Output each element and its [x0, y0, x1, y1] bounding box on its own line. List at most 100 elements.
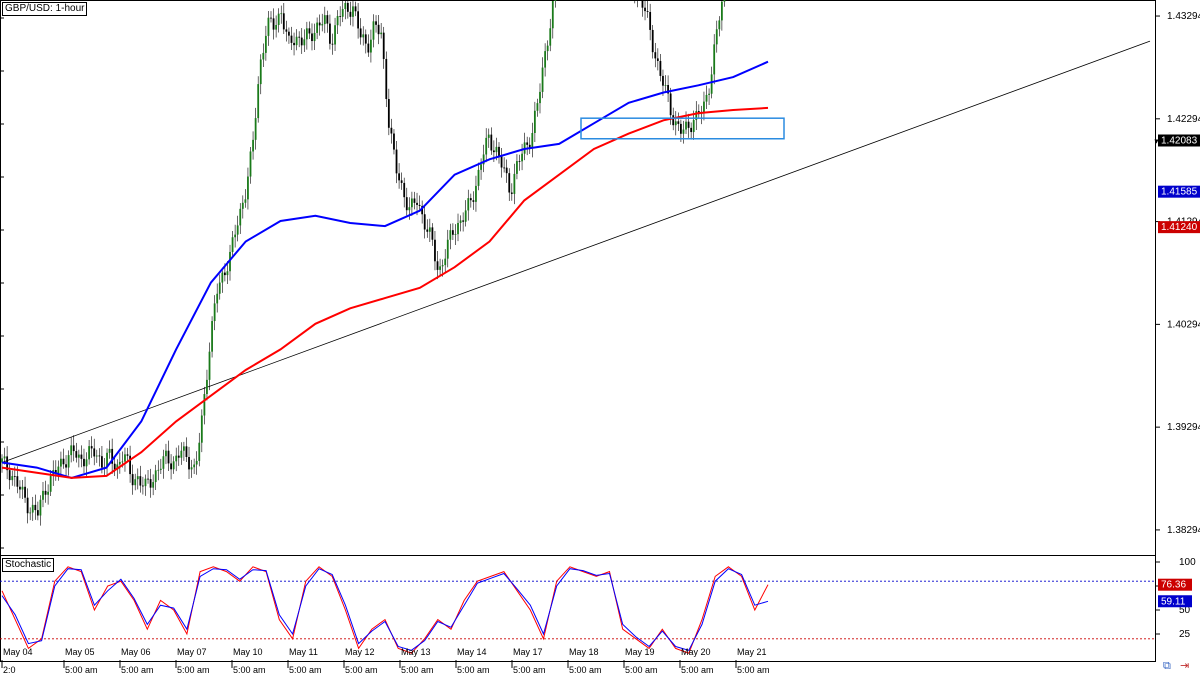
candle-body — [352, 6, 354, 17]
candle-body — [544, 51, 547, 68]
candle-body — [528, 144, 531, 149]
candle-body — [500, 156, 503, 168]
candle-body — [513, 173, 516, 194]
x-date-label: May 10 — [233, 647, 263, 657]
candle-body — [218, 282, 221, 294]
candle-body — [410, 198, 413, 208]
candle-body — [72, 445, 75, 452]
candle-body — [113, 463, 116, 470]
current-price-label: 1.42083 — [1161, 135, 1198, 146]
candle-body — [318, 22, 321, 26]
candle-body — [441, 265, 444, 267]
candle-body — [444, 258, 447, 266]
stochastic-title: Stochastic — [2, 558, 55, 572]
candle-body — [705, 94, 708, 102]
candle-body — [106, 452, 108, 467]
candle-body — [221, 272, 224, 283]
candle-body — [293, 42, 295, 46]
candle-body — [690, 127, 693, 133]
candle-body — [16, 476, 19, 487]
candle-body — [313, 32, 316, 42]
candle-body — [408, 207, 411, 211]
candle-body — [26, 497, 29, 514]
candle-body — [234, 234, 237, 238]
candle-body — [720, 1, 723, 21]
candle-body — [29, 512, 32, 514]
candle-body — [19, 486, 21, 490]
candle-body — [129, 455, 131, 475]
candle-body — [336, 16, 339, 26]
candle-body — [400, 180, 403, 183]
candle-body — [241, 202, 244, 209]
candle-body — [436, 261, 439, 270]
x-time-label: 5:00 am — [233, 665, 266, 675]
candle-body — [208, 351, 211, 380]
candle-body — [42, 490, 44, 500]
candle-body — [101, 456, 103, 468]
candle-body — [159, 468, 162, 470]
x-time-label: 5:00 am — [513, 665, 546, 675]
candle-body — [426, 229, 429, 232]
candle-body — [405, 197, 408, 211]
stoch-tick-label: 100 — [1179, 557, 1196, 568]
candle-body — [346, 2, 349, 12]
candle-body — [193, 464, 196, 468]
candle-body — [216, 293, 219, 304]
y-tick-label: 1.42294 — [1167, 114, 1200, 125]
candle-body — [354, 6, 357, 12]
x-date-label: May 06 — [121, 647, 151, 657]
candle-body — [44, 490, 47, 495]
candle-body — [385, 58, 388, 100]
candle-body — [188, 456, 190, 470]
scroll-right-icon[interactable]: ⇥ — [1180, 660, 1190, 672]
candle-body — [503, 167, 506, 169]
candle-body — [423, 214, 426, 230]
candle-body — [377, 24, 380, 35]
candle-body — [149, 479, 152, 488]
x-time-label: 5:00 am — [625, 665, 658, 675]
candle-body — [144, 478, 147, 487]
candle-body — [641, 0, 644, 8]
candle-body — [185, 446, 188, 457]
moving-average-red — [1, 106, 769, 479]
candle-body — [723, 0, 726, 2]
candle-body — [157, 469, 160, 471]
x-time-label: 5:00 am — [289, 665, 322, 675]
candle-body — [539, 91, 541, 104]
candle-body — [428, 227, 431, 232]
candle-body — [480, 164, 482, 170]
candle-body — [344, 2, 347, 10]
candle-body — [282, 13, 285, 30]
candle-body — [249, 151, 252, 177]
candle-body — [34, 504, 37, 511]
candle-body — [531, 132, 534, 149]
y-tick-label: 1.40294 — [1167, 319, 1200, 330]
candle-body — [39, 499, 42, 516]
candle-body — [182, 446, 185, 451]
candle-body — [713, 44, 716, 75]
candle-body — [387, 99, 390, 128]
candle-body — [131, 474, 134, 486]
candle-body — [175, 455, 178, 462]
candle-body — [454, 234, 457, 235]
candle-body — [88, 446, 91, 460]
candle-body — [70, 445, 73, 456]
candle-body — [8, 470, 11, 481]
stochastic-d-line — [1, 568, 769, 651]
candle-body — [277, 13, 280, 26]
candle-body — [142, 485, 144, 487]
candle-body — [382, 32, 385, 59]
y-tick-label: 1.43294 — [1167, 11, 1200, 22]
chart-link-icon[interactable]: ⧉ — [1163, 660, 1171, 672]
candle-body — [280, 13, 283, 15]
candle-body — [47, 491, 50, 495]
candle-body — [533, 110, 536, 133]
candle-body — [692, 120, 695, 133]
candle-body — [180, 450, 183, 458]
candle-body — [21, 486, 24, 490]
candle-body — [403, 182, 406, 198]
candle-body — [80, 454, 83, 459]
candle-body — [226, 271, 229, 276]
